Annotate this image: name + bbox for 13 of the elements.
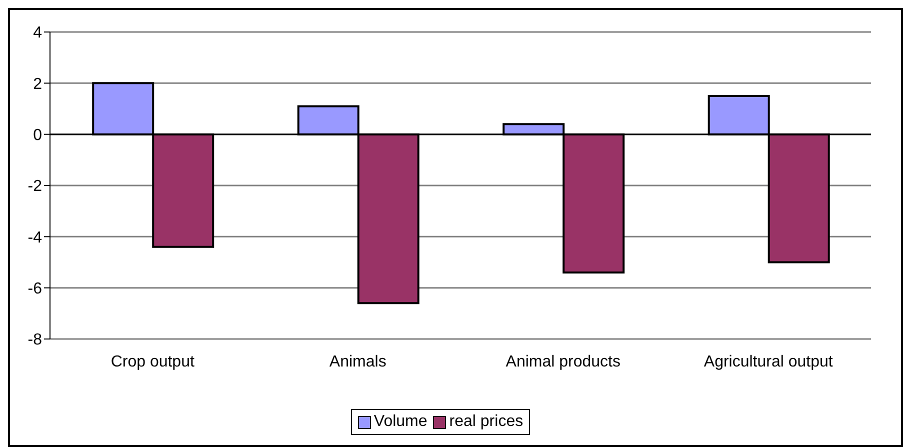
- y-tick-label: -2: [28, 178, 42, 196]
- y-tick-label: -6: [28, 280, 42, 298]
- x-tick-label: Agricultural output: [704, 353, 834, 370]
- x-tick-label: Crop output: [110, 353, 195, 370]
- y-tick-label: -8: [28, 332, 42, 349]
- y-tick-label: 2: [33, 76, 42, 93]
- legend-label: real prices: [448, 413, 524, 431]
- y-tick-label: 4: [33, 24, 42, 42]
- legend-label: Volume: [372, 413, 428, 431]
- x-tick-label: Animals: [329, 353, 386, 370]
- x-tick-label: Animal products: [506, 353, 620, 370]
- y-tick-label: -4: [28, 229, 42, 246]
- y-tick-label: 0: [33, 127, 42, 144]
